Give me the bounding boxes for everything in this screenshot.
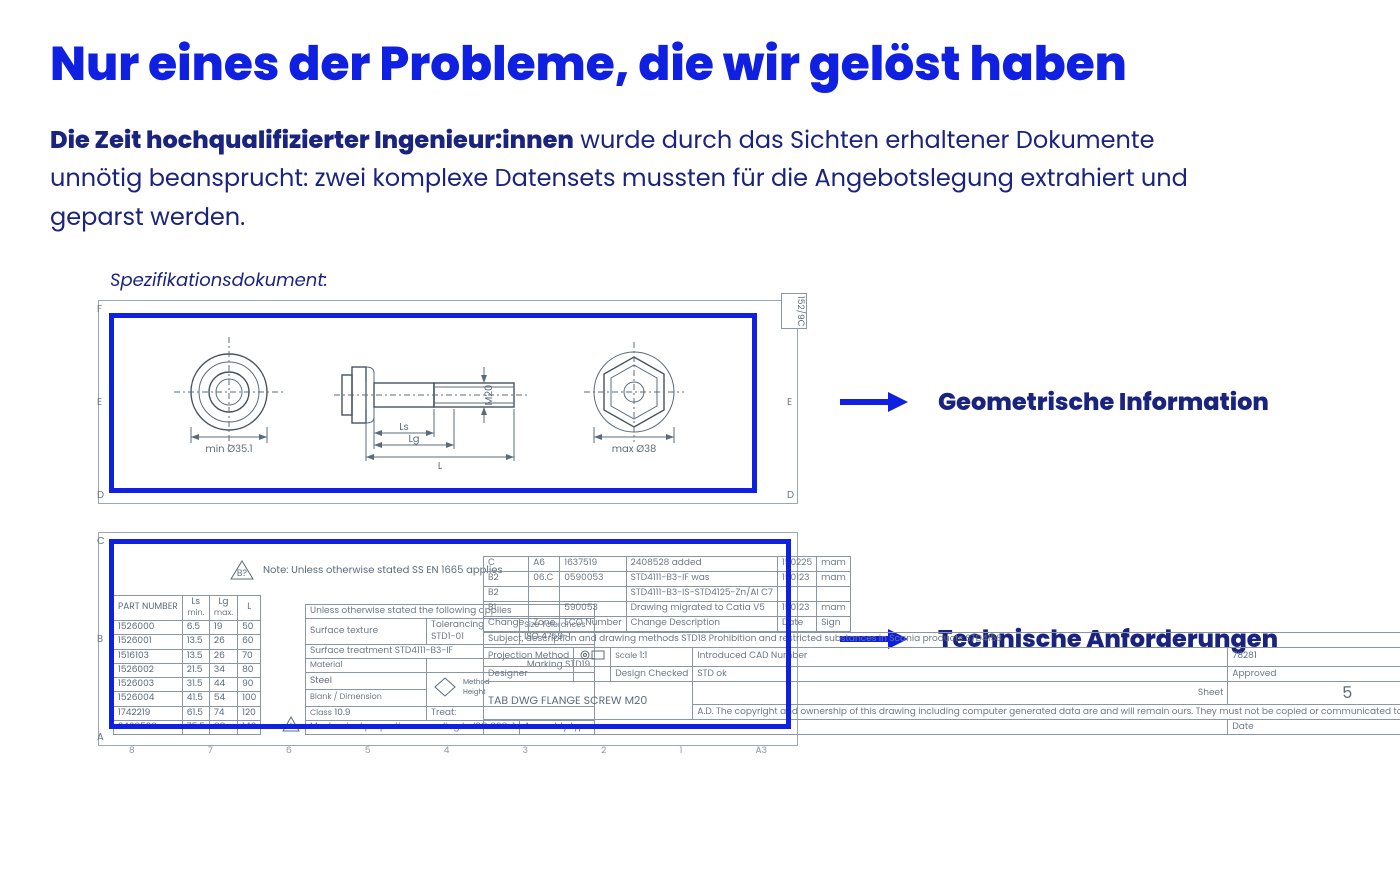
part-table: PART NUMBERLsmin.Lgmax.L 15260006.519501… [113, 595, 261, 736]
hex-view: max Ø38 [579, 337, 699, 477]
ruler-mark: 7 [208, 745, 213, 759]
part-table-header: Lgmax. [209, 595, 237, 621]
table-row: 174221961.574120 [114, 706, 261, 720]
tech-panel: C B A B? Note: Unless otherwise stated S… [98, 532, 798, 746]
arrow-right-icon [838, 390, 908, 414]
ruler-mark: 4 [444, 745, 450, 759]
subtitle-bold: Die Zeit hochqualifizierter Ingenieur:in… [50, 124, 574, 157]
table-row: B2STD4111-B3-IS-STD4125-Zn/Al C7 [484, 586, 851, 601]
ruler-mark: 1 [679, 745, 682, 759]
tick-c: C [97, 533, 105, 549]
tick-a: A [97, 729, 104, 745]
l-dim: L [438, 458, 443, 473]
title-block: CA616375192408528 added150225mamB206.C05… [483, 556, 783, 735]
front-view: min Ø35.1 [169, 337, 289, 477]
page-title: Nur eines der Probleme, die wir gelöst h… [50, 38, 1350, 92]
ruler-mark: 8 [129, 745, 135, 759]
ruler-mark: 2 [601, 745, 606, 759]
table-row: CA616375192408528 added150225mam [484, 556, 851, 571]
thread-dim: M20 [481, 385, 496, 406]
table-row: 240852875.588140 [114, 720, 261, 734]
row-technical: C B A B? Note: Unless otherwise stated S… [50, 532, 1350, 746]
hex-dim: max Ø38 [612, 441, 657, 456]
side-view: M20 Ls Lg [334, 337, 534, 477]
part-table-header: L [238, 595, 261, 621]
lg-dim: Lg [408, 431, 419, 446]
tick-b: B [97, 631, 103, 647]
ruler-mark: 6 [286, 745, 292, 759]
table-row: 152600331.54490 [114, 678, 261, 692]
arrow-geo: Geometrische Information [838, 385, 1269, 420]
warning-icon: ! [281, 715, 301, 733]
projection-icon [578, 649, 606, 661]
table-row: B206.C0590053STD4111-B3-IF was150123mam [484, 571, 851, 586]
table-row: 152600441.554100 [114, 692, 261, 706]
row-geometric: 152/9C F E D E D [50, 300, 1350, 504]
part-table-header: Lsmin. [182, 595, 209, 621]
spec-doc-label: Spezifikationsdokument: [110, 267, 1350, 294]
table-row: B1590053Drawing migrated to Catia V51501… [484, 601, 851, 616]
geo-panel: 152/9C F E D E D [98, 300, 798, 504]
note-line: B? Note: Unless otherwise stated SS EN 1… [229, 559, 503, 581]
ruler: 8 7 6 5 4 3 2 1 A3 [99, 745, 797, 759]
tick-d-r: D [787, 487, 794, 503]
note-text: Note: Unless otherwise stated SS EN 1665… [263, 562, 503, 578]
callout-geo: Geometrische Information [938, 385, 1269, 420]
ruler-mark: 5 [365, 745, 371, 759]
table-row: 151610313.52670 [114, 649, 261, 663]
svg-text:!: ! [290, 721, 293, 733]
svg-text:B?: B? [237, 568, 248, 580]
front-dim: min Ø35.1 [205, 441, 252, 456]
ruler-mark: A3 [756, 745, 767, 759]
subtitle: Die Zeit hochqualifizierter Ingenieur:in… [50, 122, 1250, 237]
tick-e: E [97, 394, 102, 410]
ruler-mark: 3 [523, 745, 528, 759]
tick-e-r: E [787, 394, 792, 410]
tick-d: D [97, 487, 104, 503]
table-row: 152600113.52660 [114, 635, 261, 649]
part-table-header: PART NUMBER [114, 595, 183, 621]
table-row: 15260006.51950 [114, 621, 261, 635]
ls-dim: Ls [399, 419, 409, 434]
tick-f: F [97, 301, 102, 317]
triangle-note-icon: B? [229, 559, 255, 581]
table-row: 152600221.53480 [114, 663, 261, 677]
